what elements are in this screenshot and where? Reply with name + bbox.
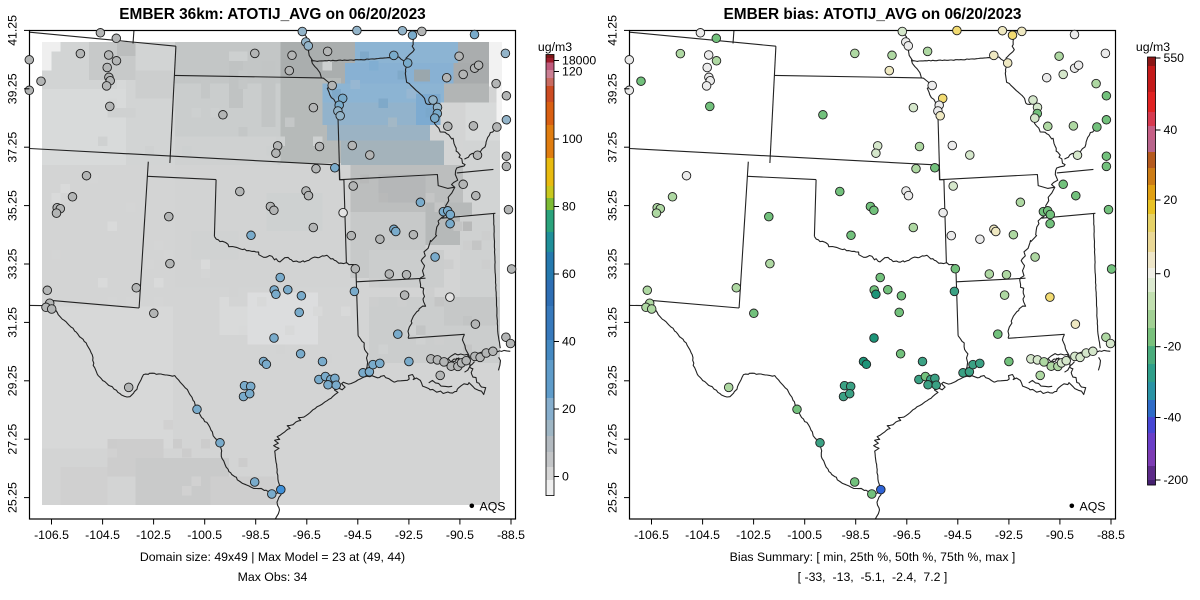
svg-text:-102.5: -102.5 (736, 528, 771, 542)
svg-text:-90.5: -90.5 (1046, 528, 1074, 542)
svg-text:EMBER bias: ATOTIJ_AVG on 06/2: EMBER bias: ATOTIJ_AVG on 06/20/2023 (724, 6, 1022, 23)
svg-text:AQS: AQS (480, 500, 506, 514)
svg-text:-106.5: -106.5 (634, 528, 669, 542)
svg-text:[ -33, -13, -5.1, -2.4, 7.: [ -33, -13, -5.1, -2.4, 7.2 ] (798, 570, 948, 584)
svg-text:-100.5: -100.5 (787, 528, 822, 542)
svg-text:-96.5: -96.5 (293, 528, 321, 542)
svg-text:-98.5: -98.5 (842, 528, 870, 542)
svg-text:-102.5: -102.5 (136, 528, 171, 542)
svg-text:31.25: 31.25 (6, 307, 20, 338)
svg-text:80: 80 (562, 200, 576, 214)
svg-text:60: 60 (562, 267, 576, 281)
svg-text:-104.5: -104.5 (85, 528, 120, 542)
svg-text:Max Obs: 34: Max Obs: 34 (238, 570, 308, 584)
svg-text:25.25: 25.25 (6, 482, 20, 513)
svg-text:31.25: 31.25 (606, 307, 620, 338)
svg-text:39.25: 39.25 (6, 73, 20, 104)
svg-text:39.25: 39.25 (606, 73, 620, 104)
svg-text:37.25: 37.25 (606, 132, 620, 163)
svg-text:550: 550 (1164, 51, 1185, 65)
svg-text:25.25: 25.25 (606, 482, 620, 513)
svg-text:20: 20 (562, 402, 576, 416)
svg-text:-94.5: -94.5 (344, 528, 372, 542)
svg-text:-94.5: -94.5 (944, 528, 972, 542)
svg-text:0: 0 (562, 470, 569, 484)
svg-text:-88.5: -88.5 (1097, 528, 1125, 542)
svg-text:-92.5: -92.5 (395, 528, 423, 542)
svg-text:35.25: 35.25 (6, 190, 20, 221)
svg-text:ug/m3: ug/m3 (1136, 40, 1170, 54)
svg-text:0: 0 (1164, 267, 1171, 281)
svg-text:-20: -20 (1164, 340, 1182, 354)
svg-text:120: 120 (562, 65, 583, 79)
svg-text:40: 40 (562, 335, 576, 349)
svg-text:35.25: 35.25 (606, 190, 620, 221)
svg-text:-40: -40 (1164, 411, 1182, 425)
svg-text:27.25: 27.25 (6, 424, 20, 455)
svg-text:-90.5: -90.5 (446, 528, 474, 542)
svg-text:-92.5: -92.5 (995, 528, 1023, 542)
svg-text:37.25: 37.25 (6, 132, 20, 163)
svg-text:20: 20 (1164, 193, 1178, 207)
svg-text:-104.5: -104.5 (685, 528, 720, 542)
svg-text:-98.5: -98.5 (242, 528, 270, 542)
svg-text:Bias Summary: [ min, 25th %, 5: Bias Summary: [ min, 25th %, 50th %, 75t… (730, 550, 1016, 564)
svg-text:40: 40 (1164, 123, 1178, 137)
svg-text:-88.5: -88.5 (497, 528, 525, 542)
svg-text:41.25: 41.25 (6, 15, 20, 46)
svg-text:33.25: 33.25 (606, 248, 620, 279)
svg-text:AQS: AQS (1080, 500, 1106, 514)
svg-text:18000: 18000 (562, 54, 596, 68)
svg-text:29.25: 29.25 (6, 365, 20, 396)
svg-text:ug/m3: ug/m3 (538, 40, 572, 54)
svg-text:-96.5: -96.5 (893, 528, 921, 542)
svg-text:33.25: 33.25 (6, 248, 20, 279)
svg-text:100: 100 (562, 132, 583, 146)
svg-text:-106.5: -106.5 (34, 528, 69, 542)
svg-text:Domain size: 49x49 | Max Model: Domain size: 49x49 | Max Model = 23 at (… (140, 550, 405, 564)
svg-text:29.25: 29.25 (606, 365, 620, 396)
svg-text:EMBER 36km: ATOTIJ_AVG on 06/2: EMBER 36km: ATOTIJ_AVG on 06/20/2023 (119, 6, 426, 23)
svg-text:41.25: 41.25 (606, 15, 620, 46)
svg-text:-100.5: -100.5 (187, 528, 222, 542)
svg-text:-200: -200 (1164, 473, 1189, 487)
svg-text:27.25: 27.25 (606, 424, 620, 455)
